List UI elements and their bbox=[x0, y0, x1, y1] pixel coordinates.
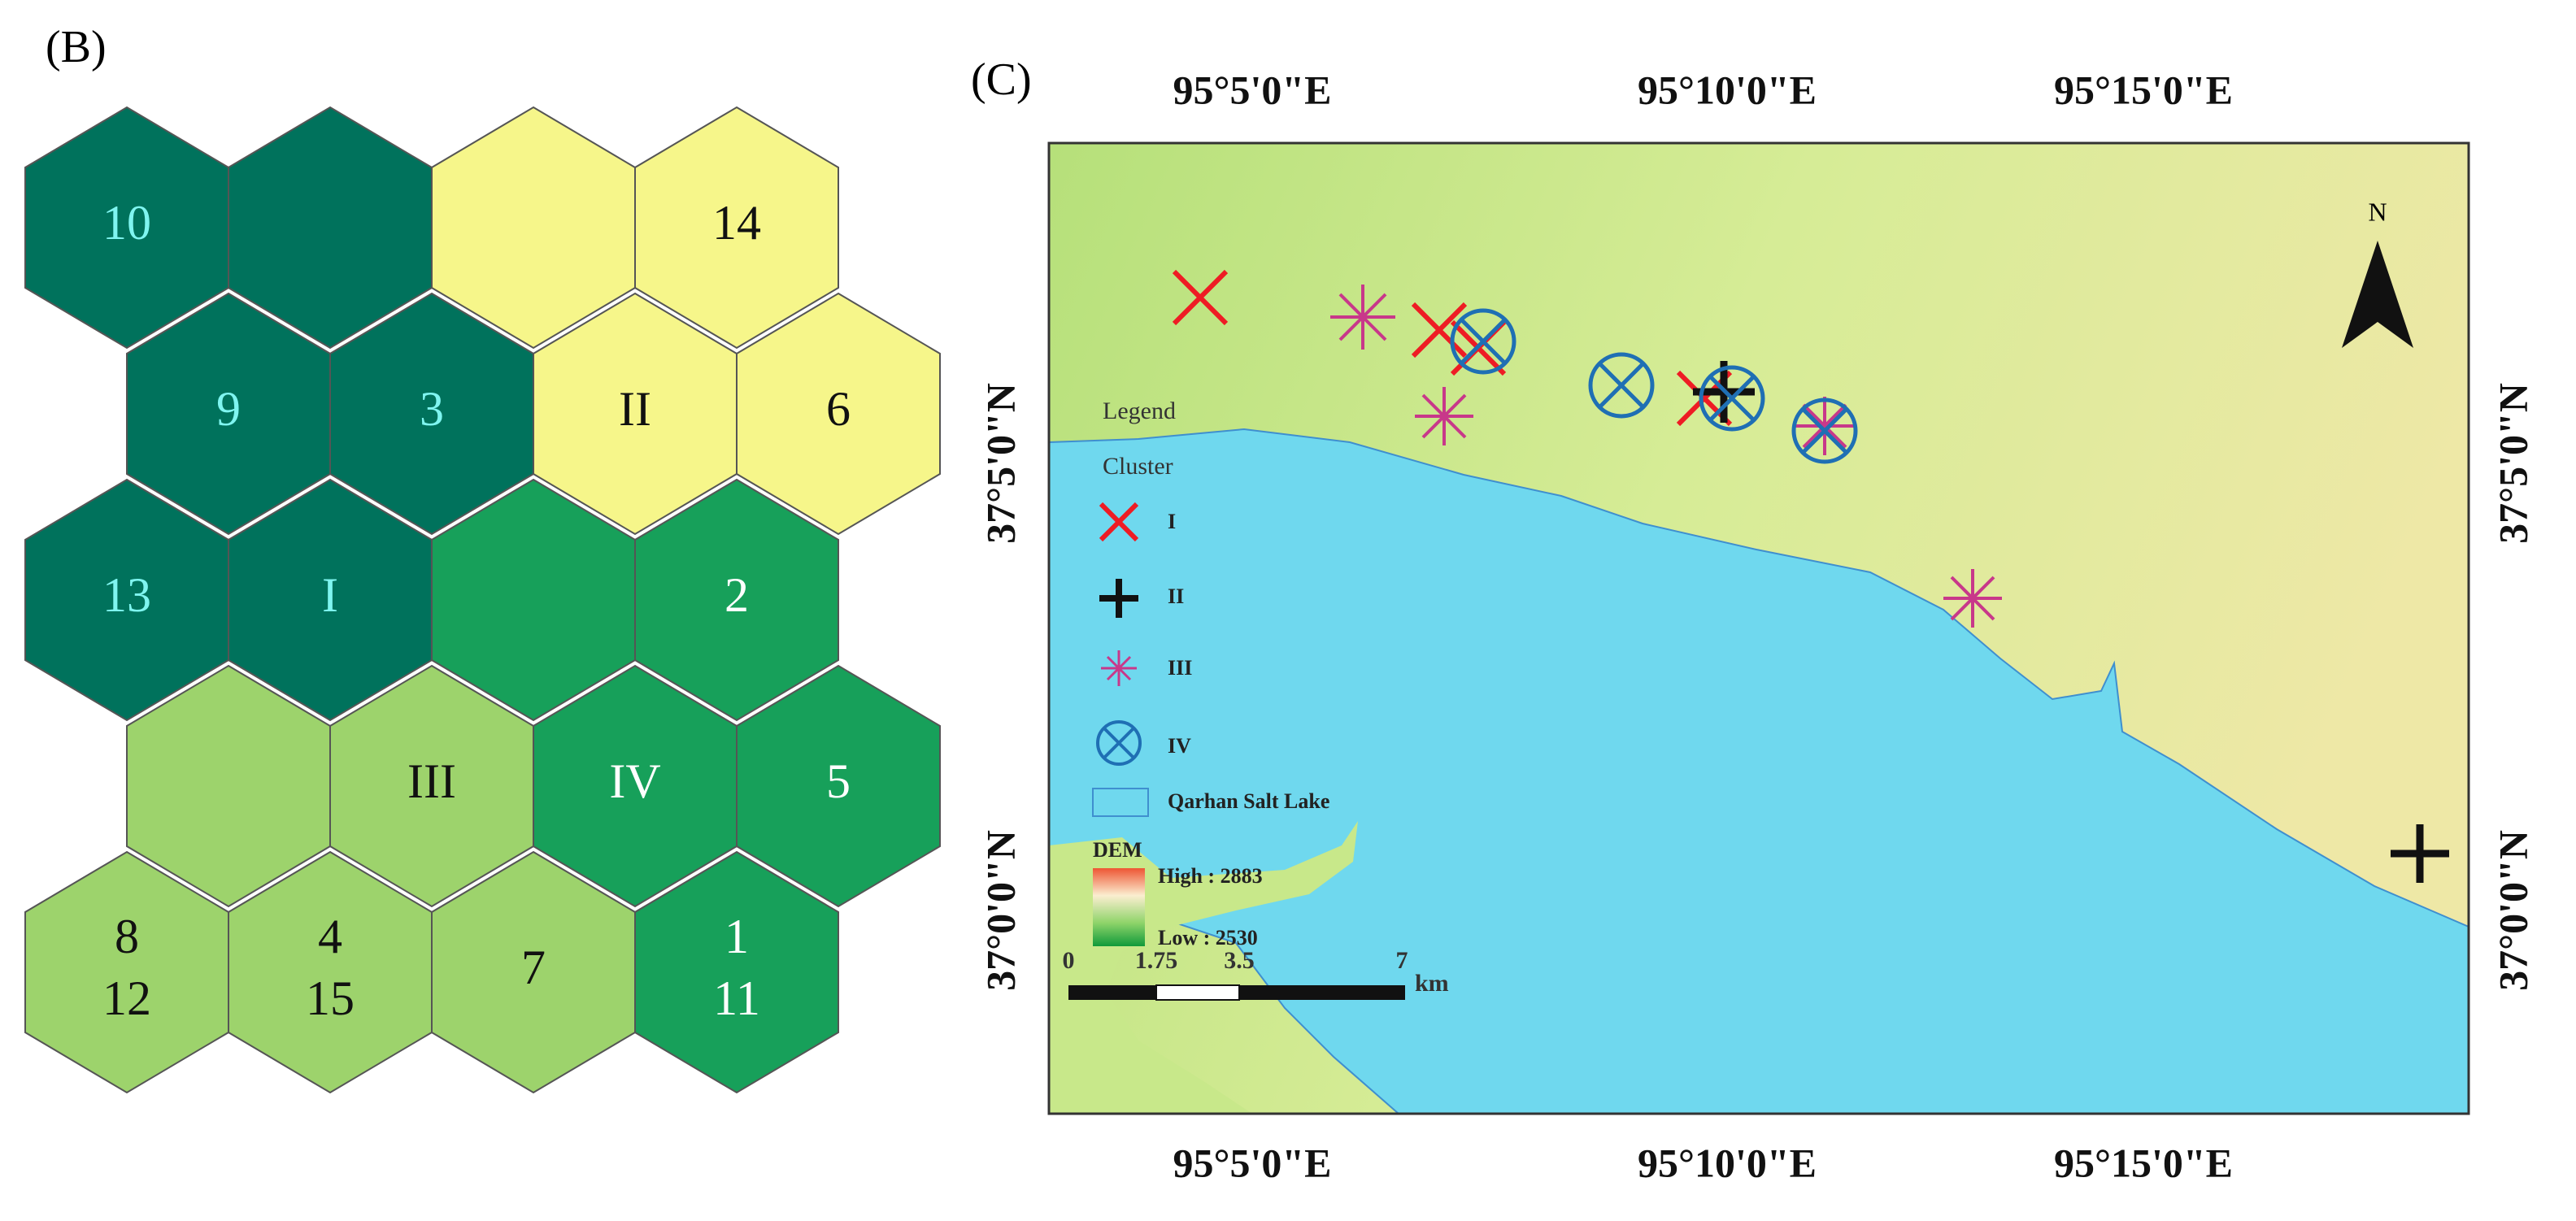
hex-label: 1 bbox=[724, 910, 749, 963]
longitude-label: 95°5'0"E bbox=[1173, 1140, 1332, 1185]
legend-label: Qarhan Salt Lake bbox=[1168, 789, 1329, 813]
legend-icon bbox=[1096, 720, 1142, 766]
legend-label: II bbox=[1168, 584, 1184, 608]
hex-label: 14 bbox=[712, 196, 761, 250]
dem-ramp bbox=[1093, 868, 1145, 946]
hex-label: 4 bbox=[318, 910, 342, 963]
longitude-label: 95°15'0"E bbox=[2054, 1140, 2233, 1185]
scale-label: 0 bbox=[1063, 947, 1075, 974]
north-label: N bbox=[2368, 197, 2387, 226]
markers-iii bbox=[1330, 285, 2002, 628]
legend-title: Legend bbox=[1103, 398, 1176, 424]
hex-label: I bbox=[322, 568, 338, 622]
legend-label: III bbox=[1168, 656, 1192, 680]
markers-iv bbox=[1450, 308, 1858, 464]
latitude-label: 37°0'0"N bbox=[977, 830, 1023, 991]
legend-icon bbox=[1099, 579, 1138, 618]
scale-label: 1.75 bbox=[1135, 947, 1178, 974]
hex-cell bbox=[634, 478, 839, 722]
longitude-label: 95°15'0"E bbox=[2054, 67, 2233, 112]
map: N Legend Cluster I II III IV Qarhan Salt… bbox=[1047, 141, 2470, 1115]
legend-label: High : 2883 bbox=[1158, 864, 1263, 888]
legend-icon bbox=[1099, 502, 1139, 542]
hex-cell bbox=[634, 850, 839, 1094]
hex-cell bbox=[634, 106, 839, 350]
legend-label: DEM bbox=[1093, 838, 1142, 862]
legend-label: Low : 2530 bbox=[1158, 926, 1258, 949]
map-frame bbox=[1047, 141, 2470, 1115]
hex-label: 5 bbox=[826, 754, 851, 808]
hex-cell bbox=[736, 292, 941, 536]
hex-cell bbox=[736, 664, 941, 908]
hex-label: 11 bbox=[713, 971, 760, 1025]
hex-label: 3 bbox=[420, 382, 444, 436]
panel-label: (B) bbox=[46, 22, 107, 72]
legend-label: I bbox=[1168, 510, 1176, 533]
latitude-label: 37°5'0"N bbox=[2490, 383, 2535, 544]
lake bbox=[1048, 428, 2469, 1115]
hex-label: 8 bbox=[115, 910, 139, 963]
panel-label: (C) bbox=[971, 54, 1032, 105]
hex-label: 10 bbox=[102, 196, 151, 250]
scale-bar bbox=[1068, 984, 1405, 1001]
legend-subtitle: Cluster bbox=[1103, 453, 1173, 480]
hex-label: III bbox=[407, 754, 456, 808]
hex-label: II bbox=[619, 382, 651, 436]
latitude-label: 37°0'0"N bbox=[2490, 830, 2535, 991]
scale-unit: km bbox=[1415, 970, 1449, 997]
scale-label: 3.5 bbox=[1224, 947, 1255, 974]
hex-label: 12 bbox=[102, 971, 151, 1025]
longitude-label: 95°10'0"E bbox=[1638, 67, 1817, 112]
scale-label: 7 bbox=[1396, 947, 1408, 974]
longitude-label: 95°10'0"E bbox=[1638, 1140, 1817, 1185]
hex-label: IV bbox=[609, 754, 660, 808]
hex-label: 7 bbox=[521, 941, 546, 994]
hex-label: 9 bbox=[216, 382, 241, 436]
hex-label: 2 bbox=[724, 568, 749, 622]
hex-label: 13 bbox=[102, 568, 151, 622]
longitude-label: 95°5'0"E bbox=[1173, 67, 1332, 112]
legend-icon bbox=[1101, 650, 1137, 686]
north-arrow bbox=[2342, 241, 2413, 348]
hex-label: 6 bbox=[826, 382, 851, 436]
legend-label: IV bbox=[1168, 734, 1191, 758]
latitude-label: 37°5'0"N bbox=[977, 383, 1023, 544]
legend-icon bbox=[1092, 788, 1149, 817]
hex-label: 15 bbox=[306, 971, 355, 1025]
